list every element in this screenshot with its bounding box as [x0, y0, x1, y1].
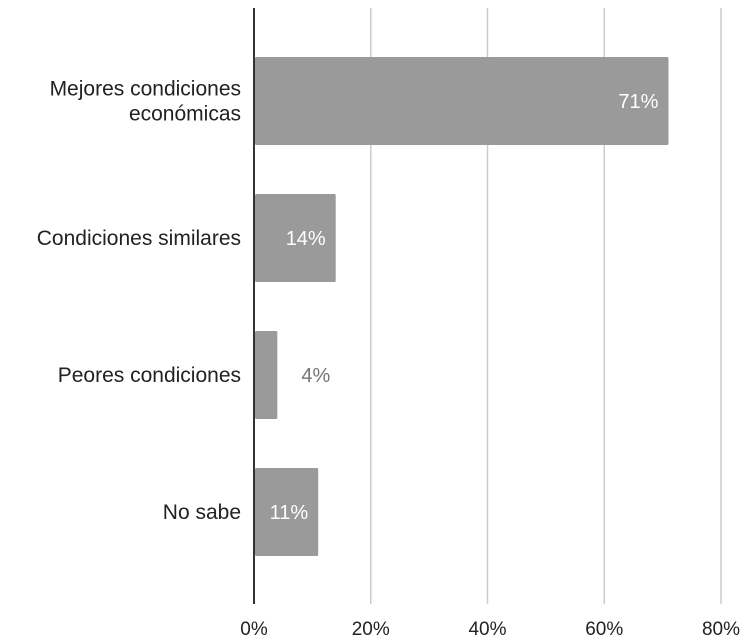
- x-tick-label: 60%: [585, 619, 623, 636]
- bars: [255, 57, 669, 556]
- category-label: Peores condiciones: [58, 364, 241, 387]
- bar: [255, 57, 669, 145]
- category-label: económicas: [129, 103, 241, 126]
- x-tick-label: 80%: [702, 619, 740, 636]
- x-tick-label: 40%: [468, 619, 506, 636]
- labels: 0% 20% 40% 60% 80% 71% Mejores condicionesecon…: [37, 78, 740, 636]
- data-label: 71%: [618, 91, 658, 113]
- x-tick-label: 0%: [240, 619, 268, 636]
- category-label: No sabe: [163, 501, 241, 524]
- x-tick-label: 20%: [352, 619, 390, 636]
- bar: [255, 468, 319, 556]
- bar: [255, 194, 336, 282]
- data-label: 4%: [301, 365, 330, 387]
- category-label: Mejores condiciones: [50, 78, 241, 101]
- data-label: 11%: [270, 502, 309, 524]
- category-label: Condiciones similares: [37, 227, 241, 250]
- data-label: 14%: [286, 228, 326, 250]
- bar: [255, 331, 278, 419]
